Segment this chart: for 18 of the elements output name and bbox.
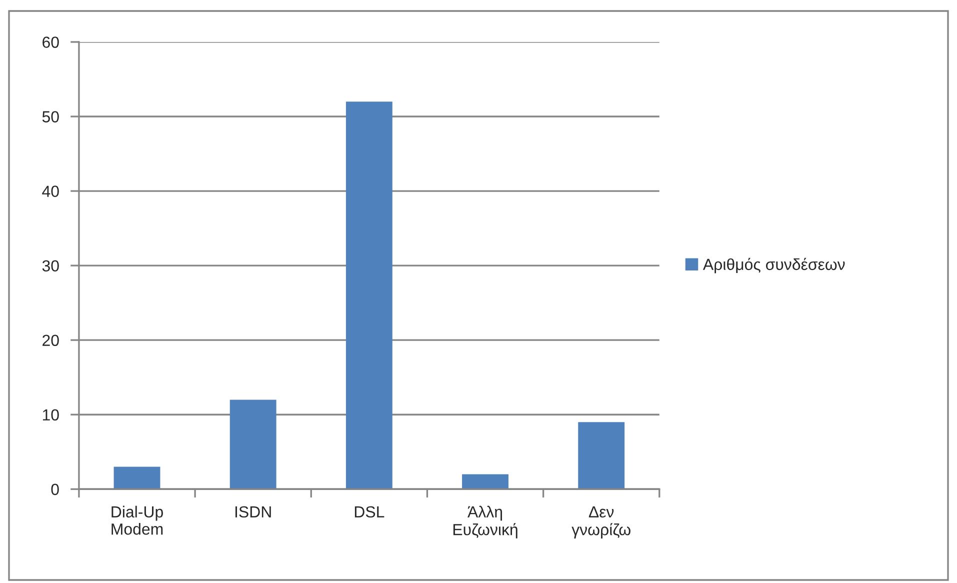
bar: [578, 422, 625, 490]
y-tick-label: 0: [51, 484, 59, 496]
x-tick-label: ISDN: [235, 506, 271, 518]
x-tick-label: DSL: [354, 506, 384, 518]
bar: [462, 474, 508, 490]
y-tick-label: 60: [42, 36, 59, 48]
bar: [230, 400, 276, 490]
legend-label: Αριθμός συνδέσεων: [702, 258, 845, 274]
y-tick-label: 20: [42, 334, 59, 346]
y-tick-label: 10: [42, 409, 59, 421]
y-tick-label: 40: [42, 186, 59, 197]
bar: [346, 102, 392, 490]
y-tick-label: 30: [42, 260, 59, 272]
x-tick-label: Άλλη Ευζωνική: [453, 506, 518, 538]
y-tick-label: 50: [42, 111, 59, 122]
bar: [114, 466, 160, 490]
x-tick-label: Δεν γνωρίζω: [572, 506, 630, 538]
x-tick-label: Dial-Up Modem: [112, 506, 163, 535]
